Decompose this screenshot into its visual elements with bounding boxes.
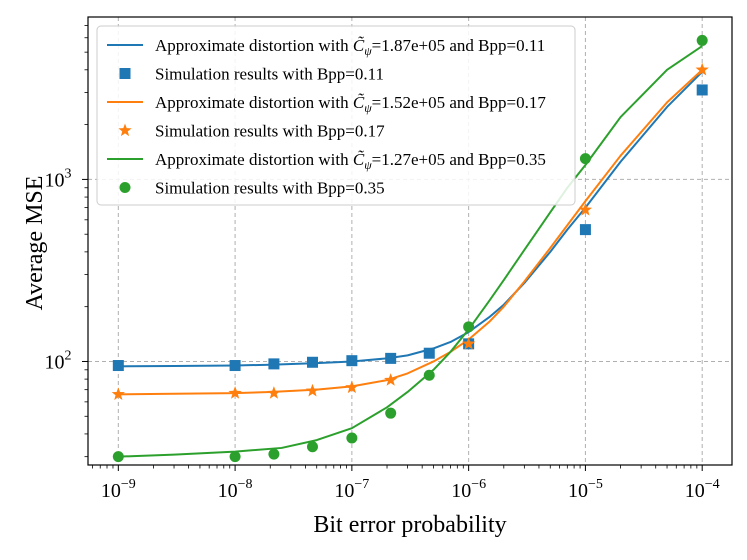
data-point-circle [229,451,241,463]
legend-label: Approximate distortion with C̃ψ=1.52e+05… [155,93,546,115]
legend-marker-star [118,123,132,137]
legend-label: Simulation results with Bpp=0.17 [155,122,385,141]
data-point-star [384,373,398,386]
data-point-square [346,355,358,367]
series-layer [111,34,709,463]
data-point-square [112,360,124,372]
data-point-circle [385,407,397,419]
data-point-star [578,202,593,216]
x-tick-label: 10−9 [101,477,136,502]
plot-frame [87,16,733,466]
legend-label: Simulation results with Bpp=0.11 [155,65,384,84]
data-point-star [345,380,359,394]
data-point-square [268,358,280,370]
y-tick-label: 103 [45,166,72,191]
legend-label: Approximate distortion with C̃ψ=1.27e+05… [155,150,546,172]
data-point-circle [579,153,591,165]
legend: Approximate distortion with C̃ψ=1.87e+05… [96,25,576,206]
x-tick-label: 10−8 [218,477,253,502]
data-point-star [228,386,242,399]
data-point-circle [423,369,435,381]
data-point-circle [463,321,475,333]
ticks: 10−9 10−8 10−7 10−6 10−5 10−4 102 103 [45,25,720,502]
data-point-square [385,352,397,364]
x-tick-label: 10−6 [451,477,486,502]
x-axis-label: Bit error probability [313,512,506,538]
data-point-circle [346,432,358,444]
data-point-star [111,387,125,400]
data-point-circle [306,441,318,453]
x-tick-label: 10−7 [334,477,369,502]
data-point-star [461,336,476,350]
legend-marker-circle [119,182,131,193]
y-tick-label: 102 [45,348,72,373]
data-point-star [267,386,281,399]
series-line-4 [118,45,703,458]
data-point-square [696,84,708,96]
legend-label: Approximate distortion with C̃ψ=1.87e+05… [155,36,545,58]
x-tick-label: 10−4 [685,477,720,502]
data-point-circle [112,451,124,463]
data-point-star [305,383,320,397]
legend-label: Simulation results with Bpp=0.35 [155,179,385,198]
data-point-square [306,356,318,368]
y-axis-label: Average MSE [22,176,48,311]
data-point-square [423,347,435,359]
legend-box [96,25,576,206]
data-point-square [229,360,241,372]
data-point-star [695,62,709,76]
data-point-square [579,224,591,236]
data-point-circle [696,34,708,46]
x-tick-label: 10−5 [568,477,603,502]
legend-marker-square [119,68,131,79]
data-point-circle [268,448,280,460]
